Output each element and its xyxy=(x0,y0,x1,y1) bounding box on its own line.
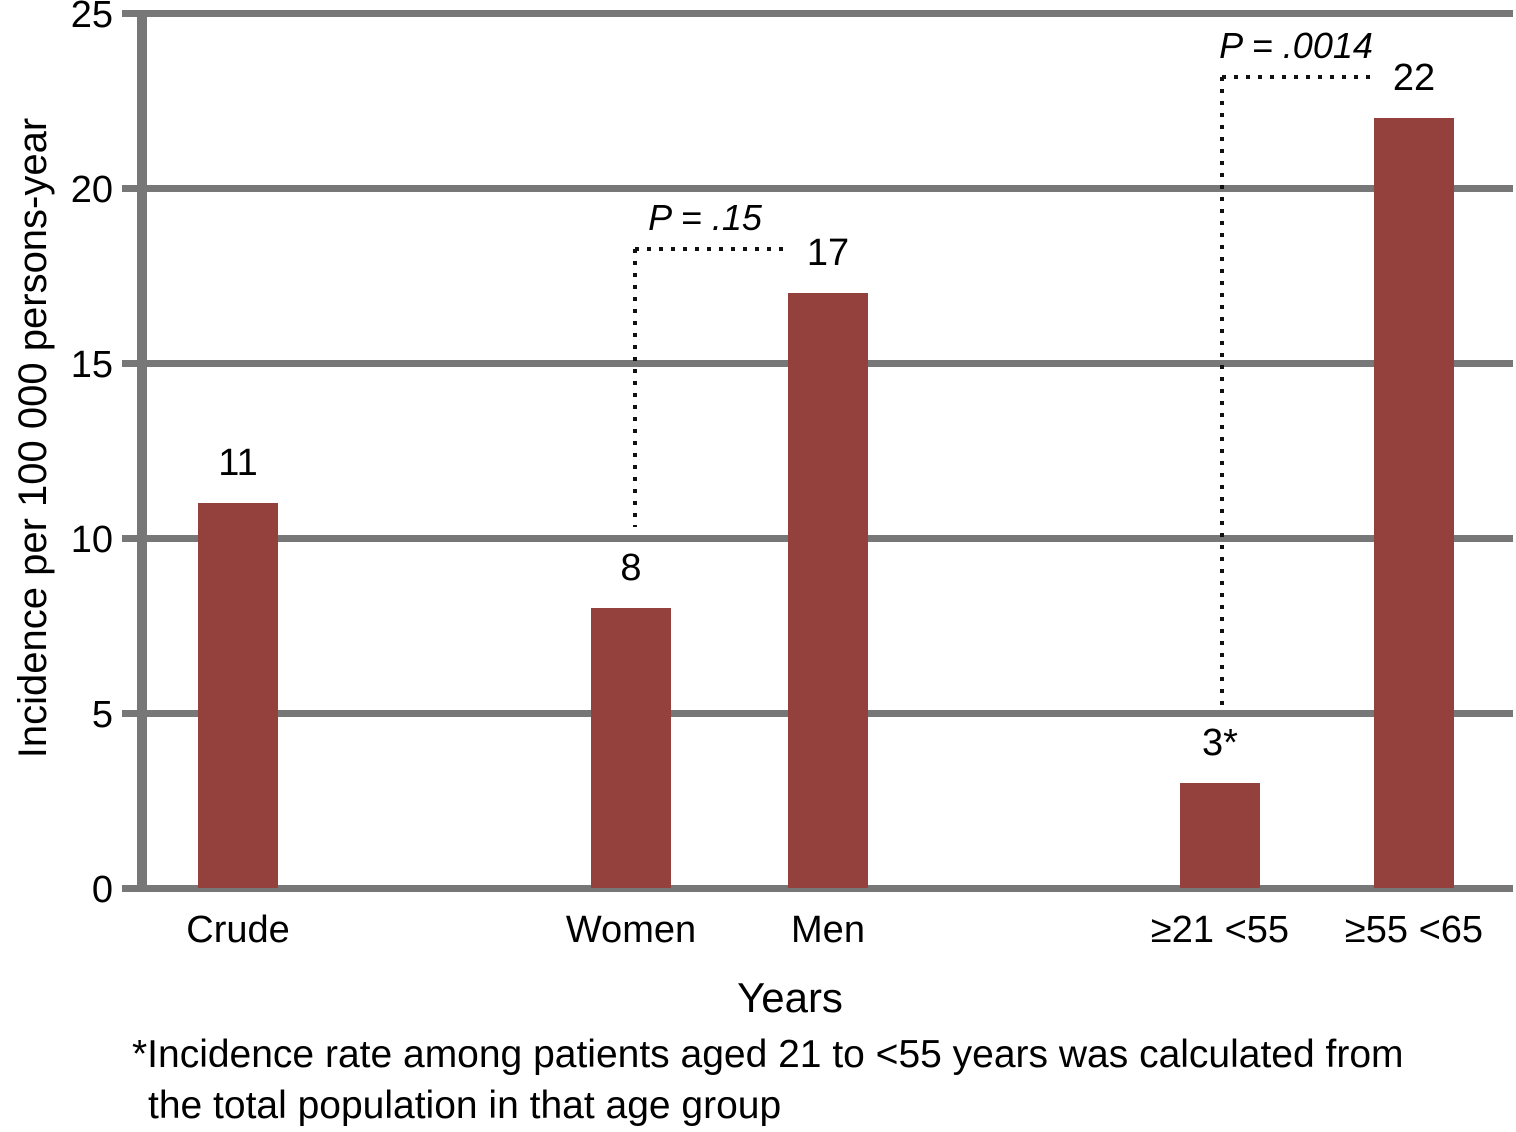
y-tick-label-15: 15 xyxy=(70,344,113,386)
bar-value-label-Women: 8 xyxy=(620,547,642,589)
footnote-line-2: the total population in that age group xyxy=(148,1084,782,1127)
y-tick-label-5: 5 xyxy=(91,694,113,736)
category-label-Women: Women xyxy=(565,909,697,951)
bar-Women xyxy=(591,608,671,888)
footnote: *Incidence rate among patients aged 21 t… xyxy=(132,1032,1404,1129)
dotted-bracket-vertical-2 xyxy=(1220,77,1224,705)
y-tick-label-10: 10 xyxy=(70,519,113,561)
y-tick-label-0: 0 xyxy=(91,869,113,911)
gridline-25 xyxy=(122,10,1513,17)
y-axis-line xyxy=(137,13,147,892)
x-axis-title: Years xyxy=(737,974,843,1021)
p-value-annotation-2: P = .0014 xyxy=(1219,25,1373,66)
bar-value-label-≥55 <65: 22 xyxy=(1392,57,1436,99)
bar-value-label-Men: 17 xyxy=(806,232,850,274)
bar-≥55 <65 xyxy=(1374,118,1454,888)
bar-≥21 <55 xyxy=(1180,783,1260,888)
dotted-bracket-horizontal-1 xyxy=(635,247,787,251)
y-tick-label-20: 20 xyxy=(70,169,113,211)
category-label-≥21 <55: ≥21 <55 xyxy=(1150,909,1290,951)
gridline-20 xyxy=(122,185,1513,192)
bar-value-label-≥21 <55: 3* xyxy=(1202,722,1238,764)
category-label-Crude: Crude xyxy=(186,909,290,951)
y-tick-label-25: 25 xyxy=(70,0,113,36)
bar-Men xyxy=(788,293,868,888)
bar-Crude xyxy=(198,503,278,888)
footnote-line-1: *Incidence rate among patients aged 21 t… xyxy=(132,1033,1404,1076)
dotted-bracket-horizontal-2 xyxy=(1222,75,1370,79)
dotted-bracket-vertical-1 xyxy=(633,249,637,527)
category-label-Men: Men xyxy=(791,909,865,951)
gridline-0 xyxy=(122,885,1513,892)
p-value-annotation-1: P = .15 xyxy=(648,197,762,238)
bar-value-label-Crude: 11 xyxy=(218,442,258,484)
category-label-≥55 <65: ≥55 <65 xyxy=(1344,909,1484,951)
